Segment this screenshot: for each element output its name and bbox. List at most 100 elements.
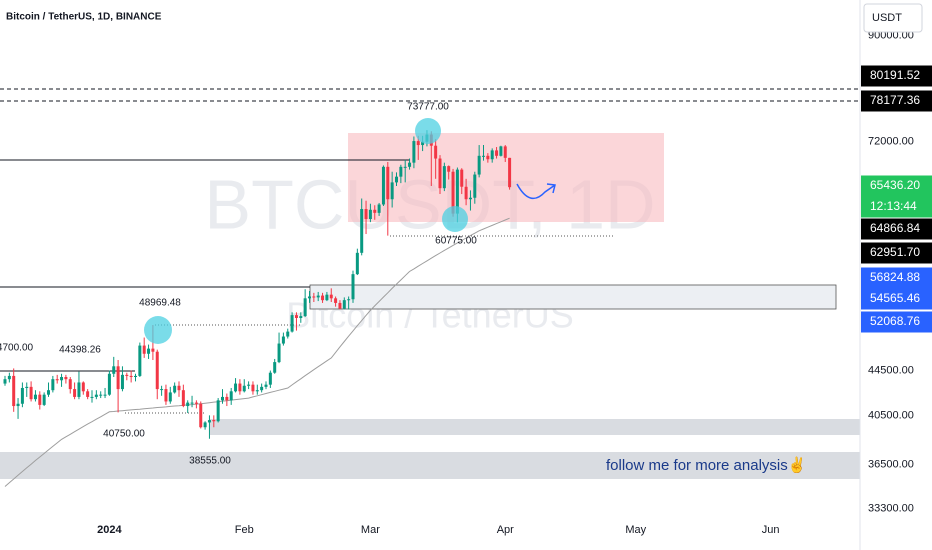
- candle-body: [455, 169, 459, 214]
- candle-body: [51, 379, 55, 391]
- candle-body: [242, 385, 246, 392]
- candle-body: [408, 162, 412, 167]
- annotation: 73777.00: [407, 102, 449, 113]
- candle-body: [77, 382, 81, 397]
- y-tick-label: 40500.00: [868, 409, 914, 421]
- candle-body: [364, 209, 368, 220]
- candle-body: [16, 403, 20, 407]
- candle-body: [286, 331, 290, 337]
- candle-body: [468, 197, 472, 200]
- candle-body: [477, 155, 481, 175]
- candle-body: [268, 372, 272, 385]
- price-tag: [861, 242, 932, 264]
- price-tag: [861, 175, 932, 218]
- candle-body: [490, 150, 494, 160]
- candle-body: [377, 204, 381, 213]
- candle-body: [355, 252, 359, 275]
- candle-body: [134, 375, 137, 378]
- annotation: 48969.48: [139, 298, 181, 309]
- y-tick-label: 33300.00: [868, 502, 914, 514]
- support-band: [210, 419, 860, 435]
- candle-body: [303, 298, 307, 317]
- candle-body: [60, 377, 64, 381]
- candle-body: [316, 295, 320, 298]
- candle-body: [260, 386, 264, 391]
- annotation: 38555.00: [189, 456, 231, 467]
- candle-body: [495, 150, 499, 156]
- candle-body: [294, 315, 298, 319]
- candle-body: [181, 390, 185, 407]
- candle-body: [368, 209, 372, 220]
- price-tag-label: 56824.88: [870, 270, 920, 284]
- candle-body: [125, 374, 129, 376]
- candle-body: [12, 375, 16, 407]
- candle-body: [255, 390, 259, 392]
- candle-body: [390, 182, 394, 200]
- candle-body: [47, 390, 50, 395]
- price-tag: [861, 65, 932, 87]
- candle-body: [190, 402, 194, 404]
- x-tick-label: Feb: [235, 524, 254, 536]
- annotation: 4700.00: [0, 343, 34, 354]
- candle-body: [499, 146, 503, 156]
- candle-body: [373, 209, 377, 213]
- candle-body: [281, 336, 285, 344]
- candle-body: [94, 394, 98, 397]
- candle-body: [325, 294, 329, 301]
- x-tick-label: 2024: [97, 524, 122, 536]
- highlight-circle: [442, 206, 468, 232]
- candle-body: [73, 389, 77, 397]
- candle-body: [86, 391, 90, 397]
- candle-body: [442, 166, 446, 189]
- candle-body: [308, 296, 311, 299]
- price-tag-label: 52068.76: [870, 314, 920, 328]
- candle-body: [412, 141, 416, 163]
- candle-body: [447, 166, 451, 172]
- candle-body: [277, 343, 281, 363]
- candle-body: [351, 274, 355, 300]
- candle-body: [120, 374, 124, 390]
- candle-body: [168, 392, 172, 402]
- candle-body: [203, 422, 207, 428]
- candle-body: [386, 166, 390, 200]
- currency-button[interactable]: [863, 3, 923, 33]
- highlight-circle: [144, 316, 172, 344]
- chart-title: Bitcoin / TetherUS, 1D, BINANCE: [6, 12, 162, 23]
- candle-body: [212, 420, 216, 422]
- y-tick-label: 72000.00: [868, 136, 914, 148]
- candle-body: [299, 316, 303, 319]
- candle-body: [464, 186, 468, 200]
- candle-body: [238, 383, 242, 392]
- annotation: 40750.00: [103, 429, 145, 440]
- candle-body: [42, 394, 46, 405]
- candle-body: [421, 141, 425, 146]
- candle-body: [342, 300, 346, 309]
- candle-body: [486, 155, 490, 160]
- candle-body: [29, 386, 33, 400]
- price-tag-label: 80191.52: [870, 68, 920, 82]
- candle-body: [416, 141, 420, 146]
- x-tick-label: Apr: [497, 524, 514, 536]
- candle-body: [395, 176, 398, 183]
- candle-body: [334, 298, 338, 303]
- candle-body: [438, 158, 442, 189]
- candle-body: [138, 345, 142, 376]
- candle-body: [451, 171, 455, 214]
- candle-body: [508, 157, 512, 188]
- candle-body: [273, 362, 277, 373]
- candle-body: [194, 402, 198, 404]
- currency-label[interactable]: USDT: [872, 12, 902, 24]
- candle-body: [207, 420, 211, 423]
- candle-body: [142, 345, 146, 354]
- price-tag-label: 65436.20: [870, 178, 920, 192]
- price-tag: [861, 311, 932, 333]
- candle-body: [360, 209, 364, 253]
- candle-body: [473, 174, 477, 198]
- candle-body: [234, 383, 238, 392]
- candle-body: [225, 396, 229, 401]
- candle-body: [229, 391, 233, 401]
- price-axis-labels: 90000.00 72000.00 44500.00 40500.00 36500.00…: [861, 30, 932, 514]
- candle-body: [177, 385, 181, 391]
- y-tick-label: 90000.00: [868, 30, 914, 42]
- candle-body: [103, 394, 107, 396]
